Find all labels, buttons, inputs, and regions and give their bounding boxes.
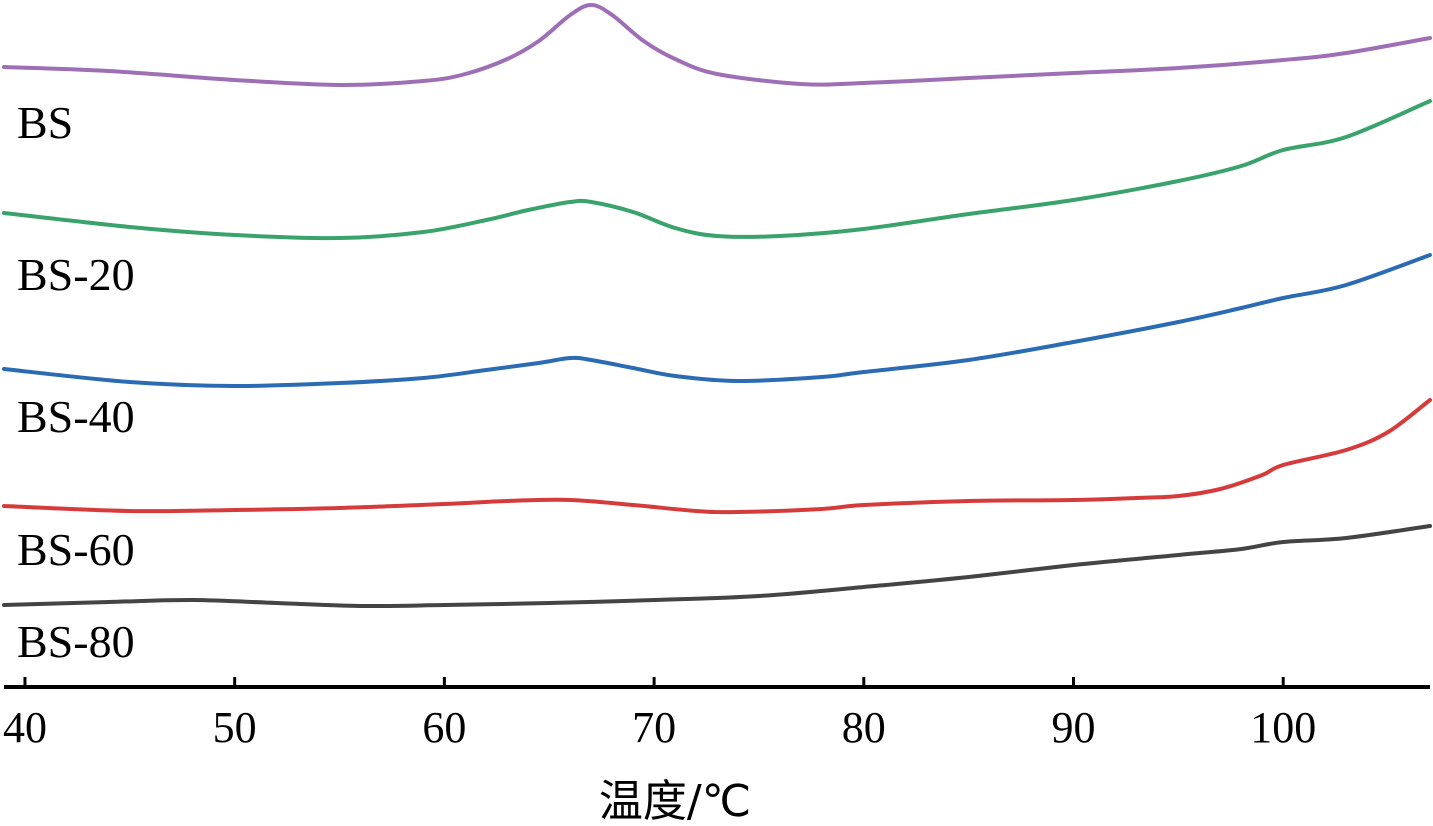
x-tick-label: 90 <box>1052 703 1096 752</box>
series-label-bs-20: BS-20 <box>17 249 135 300</box>
series-line-bs-40 <box>2 253 1432 389</box>
x-axis-ticks: 40 50 60 70 80 90 100 <box>3 677 1316 752</box>
series-label-bs-80: BS-80 <box>17 616 135 667</box>
series-label-bs: BS <box>17 97 73 148</box>
x-tick-label: 60 <box>422 703 466 752</box>
series-label-bs-60: BS-60 <box>17 524 135 575</box>
x-tick-label: 100 <box>1250 703 1316 752</box>
series-lines <box>2 3 1432 609</box>
x-tick-label: 40 <box>3 703 47 752</box>
series-line-bs-20 <box>2 99 1432 241</box>
series-line-bs-60 <box>2 398 1432 515</box>
series-label-bs-40: BS-40 <box>17 391 135 442</box>
x-axis-label: 温度/℃ <box>599 776 751 826</box>
x-tick-label: 70 <box>632 703 676 752</box>
x-tick-label: 80 <box>842 703 886 752</box>
x-tick-label: 50 <box>213 703 257 752</box>
series-line-bs-80 <box>2 524 1432 609</box>
series-line-bs <box>2 3 1432 88</box>
